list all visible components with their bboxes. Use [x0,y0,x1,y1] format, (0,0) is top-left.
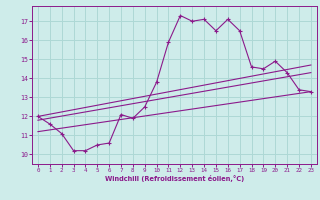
X-axis label: Windchill (Refroidissement éolien,°C): Windchill (Refroidissement éolien,°C) [105,175,244,182]
